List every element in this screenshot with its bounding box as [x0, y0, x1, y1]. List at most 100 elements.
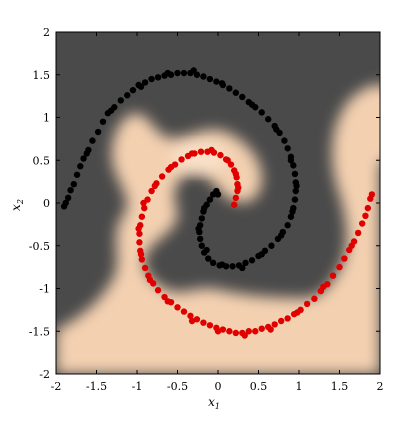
black-point — [89, 137, 96, 144]
black-point — [209, 259, 217, 267]
red-series — [135, 146, 376, 339]
red-point — [174, 304, 181, 311]
black-point — [206, 75, 214, 83]
decision-background — [56, 32, 380, 374]
black-point — [239, 93, 246, 101]
red-point — [284, 315, 291, 322]
red-point — [219, 326, 227, 333]
black-point — [190, 67, 197, 74]
x-axis-ticks: -2 -1.5 -1 -0.5 0 0.5 1 1.5 2 — [51, 32, 384, 393]
x-tick-label: -1 — [132, 380, 143, 393]
red-point — [164, 298, 171, 305]
black-point — [200, 73, 207, 80]
red-point — [277, 317, 285, 325]
red-point — [320, 283, 327, 290]
black-point — [174, 69, 181, 77]
red-class-region-right — [340, 86, 380, 162]
x-axis-label-main: x — [208, 395, 215, 409]
red-point — [146, 276, 154, 284]
black-point — [137, 83, 145, 90]
red-point — [232, 170, 240, 178]
red-point — [329, 272, 337, 279]
red-point — [311, 295, 318, 302]
black-point — [73, 171, 81, 178]
black-point — [80, 155, 87, 162]
black-point — [154, 74, 162, 81]
black-point — [64, 194, 72, 202]
red-point — [154, 287, 162, 294]
x-tick-label: 0.5 — [250, 380, 268, 393]
black-point — [242, 259, 249, 267]
black-point — [94, 128, 102, 136]
black-point — [164, 69, 171, 77]
black-point — [290, 162, 297, 169]
red-point — [188, 150, 196, 157]
red-point — [180, 308, 188, 315]
x-tick-label: -0.5 — [167, 380, 188, 393]
red-point — [245, 328, 252, 335]
y-tick-label: 0 — [43, 197, 50, 210]
red-point — [241, 332, 248, 339]
black-point — [293, 182, 300, 190]
black-point — [180, 69, 188, 77]
y-tick-label: -0.5 — [29, 240, 50, 253]
black-point — [205, 255, 212, 262]
red-point — [235, 184, 242, 191]
red-point — [141, 264, 149, 272]
red-point — [167, 163, 175, 171]
red-point — [151, 182, 159, 190]
red-point — [140, 199, 147, 207]
black-point — [206, 196, 214, 203]
black-point — [287, 157, 295, 164]
black-point — [129, 86, 137, 94]
black-point — [292, 187, 299, 195]
black-point — [287, 213, 295, 220]
black-point — [214, 191, 222, 198]
black-point — [218, 80, 226, 87]
red-point — [187, 312, 194, 320]
x-tick-label: 0 — [215, 380, 222, 393]
black-point — [124, 92, 131, 99]
black-point — [277, 232, 285, 239]
red-point — [193, 316, 201, 323]
black-point — [268, 242, 275, 249]
black-point — [203, 246, 210, 254]
x-tick-label: 2 — [377, 380, 384, 393]
y-tick-label: 0.5 — [33, 154, 51, 167]
red-point — [178, 156, 185, 163]
black-point — [107, 107, 115, 114]
red-point — [208, 146, 215, 154]
red-point — [188, 317, 196, 325]
black-point — [198, 215, 205, 222]
black-point — [232, 89, 240, 96]
black-series — [60, 67, 300, 272]
red-point — [138, 256, 146, 263]
red-point — [217, 151, 224, 159]
y-tick-label: 1 — [43, 112, 50, 125]
red-point — [362, 212, 369, 220]
black-point — [195, 225, 202, 232]
black-point — [273, 126, 280, 133]
black-point — [77, 163, 84, 170]
red-point — [232, 194, 240, 202]
x-tick-label: 1 — [296, 380, 303, 393]
red-point — [368, 191, 376, 198]
black-point — [67, 186, 74, 194]
black-point — [291, 196, 299, 203]
black-point — [284, 145, 291, 152]
y-axis-label-main: x — [9, 204, 23, 211]
y-tick-label: 1.5 — [33, 69, 51, 82]
x-axis-label: x1 — [208, 395, 220, 411]
red-point — [136, 239, 143, 246]
red-point — [341, 255, 348, 262]
x-tick-label: -2 — [51, 380, 62, 393]
red-point — [271, 321, 278, 328]
black-point — [226, 85, 233, 92]
y-axis-label: x2 — [9, 199, 25, 211]
black-point — [198, 242, 205, 249]
red-point — [206, 322, 214, 329]
red-point — [258, 325, 265, 332]
black-point — [201, 204, 208, 212]
